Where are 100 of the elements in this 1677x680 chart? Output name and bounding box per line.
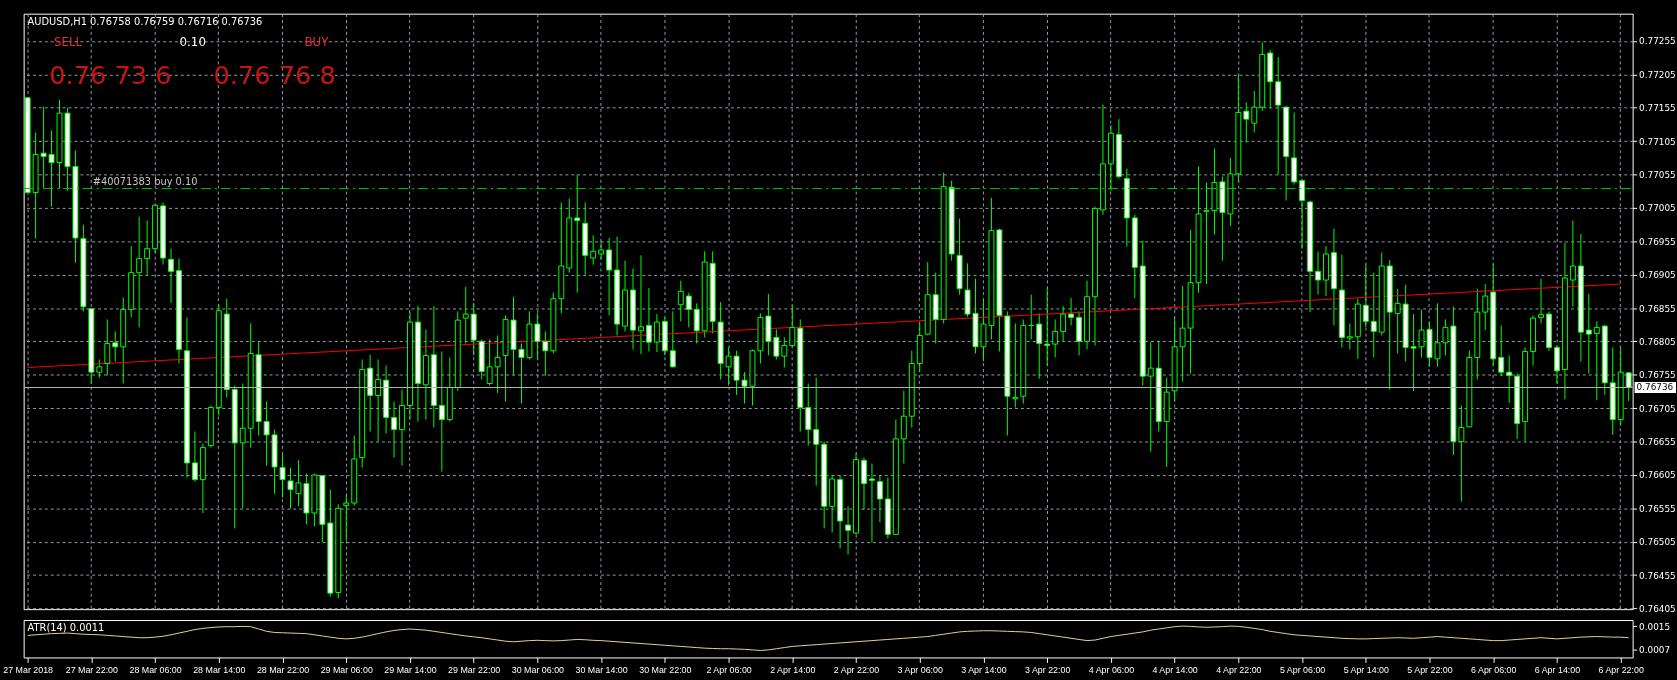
candlestick bbox=[813, 377, 820, 487]
candlestick bbox=[900, 390, 907, 465]
y-tick-label: 0.76705 bbox=[1639, 403, 1676, 414]
candlestick bbox=[653, 313, 660, 353]
x-tick-label: 30 Mar 22:00 bbox=[639, 664, 692, 675]
x-tick-label: 28 Mar 22:00 bbox=[256, 664, 310, 675]
x-tick-label: 29 Mar 22:00 bbox=[448, 664, 501, 675]
x-tick-label: 30 Mar 14:00 bbox=[575, 664, 628, 675]
y-tick-label: 0.77255 bbox=[1639, 36, 1676, 47]
y-tick-label: 0.76855 bbox=[1639, 303, 1676, 314]
x-tick-label: 2 Apr 14:00 bbox=[770, 664, 816, 675]
y-tick-label: 0.76455 bbox=[1639, 570, 1676, 581]
x-tick-label: 5 Apr 22:00 bbox=[1407, 664, 1453, 675]
y-tick-label: 0.0007 bbox=[1639, 644, 1671, 655]
y-tick-label: 0.77205 bbox=[1639, 69, 1676, 80]
candlestick bbox=[438, 350, 445, 473]
candlestick bbox=[693, 302, 700, 344]
candlestick bbox=[645, 287, 652, 352]
x-tick-label: 4 Apr 06:00 bbox=[1088, 664, 1135, 675]
y-tick-label: 0.76655 bbox=[1639, 437, 1676, 448]
candlestick bbox=[1554, 344, 1560, 385]
x-tick-label: 2 Apr 06:00 bbox=[706, 664, 752, 675]
annotation: 0.76 76 8 bbox=[213, 59, 336, 90]
candlestick bbox=[868, 463, 875, 543]
chart-title: ATR(14) 0.0011 bbox=[27, 621, 105, 633]
candlestick bbox=[1370, 272, 1377, 358]
candlestick bbox=[638, 254, 644, 355]
x-tick-label: 27 Mar 2018 bbox=[3, 664, 54, 675]
x-tick-label: 3 Apr 06:00 bbox=[897, 664, 943, 675]
y-tick-label: 0.76505 bbox=[1639, 537, 1676, 548]
annotation: 0.76 73 6 bbox=[49, 59, 172, 90]
y-tick-label: 0.77105 bbox=[1639, 136, 1676, 147]
x-tick-label: 6 Apr 14:00 bbox=[1534, 664, 1581, 675]
y-tick-label: 0.76605 bbox=[1639, 470, 1676, 481]
candlestick bbox=[391, 401, 398, 459]
candlestick bbox=[789, 305, 796, 348]
candlestick bbox=[1147, 341, 1154, 453]
y-tick-label: 0.76905 bbox=[1639, 270, 1676, 281]
candlestick bbox=[1346, 322, 1353, 350]
candlestick bbox=[1060, 305, 1067, 342]
x-tick-label: 2 Apr 22:00 bbox=[833, 664, 880, 675]
y-tick-label: 0.76805 bbox=[1639, 336, 1676, 347]
candlestick bbox=[781, 336, 788, 368]
y-tick-label: 0.76555 bbox=[1639, 503, 1676, 514]
candlestick bbox=[1482, 283, 1489, 331]
candlestick bbox=[104, 318, 111, 376]
candlestick bbox=[1044, 288, 1051, 366]
line-series bbox=[27, 625, 1630, 651]
x-tick-label: 29 Mar 14:00 bbox=[384, 664, 437, 675]
chart-title: AUDUSD,H1 0.76758 0.76759 0.76716 0.76736 bbox=[27, 15, 263, 27]
candlestick bbox=[1498, 324, 1505, 377]
ref-line-label: #40071383 buy 0.10 bbox=[92, 175, 198, 187]
candlestick bbox=[168, 248, 174, 304]
x-tick-label: 27 Mar 22:00 bbox=[65, 664, 119, 675]
candlestick bbox=[677, 280, 684, 322]
candlestick bbox=[1012, 322, 1019, 409]
candlestick bbox=[343, 494, 350, 541]
candlestick bbox=[1036, 312, 1043, 380]
candlestick bbox=[96, 358, 103, 378]
candlestick bbox=[1394, 288, 1401, 354]
annotation: 0.10 bbox=[179, 34, 206, 49]
candlestick bbox=[112, 330, 119, 362]
candlestick bbox=[845, 505, 852, 555]
candlestick bbox=[1593, 320, 1600, 401]
candlestick bbox=[598, 240, 605, 260]
candlestick bbox=[1068, 297, 1075, 326]
x-tick-label: 6 Apr 06:00 bbox=[1471, 664, 1517, 675]
x-tick-label: 28 Mar 14:00 bbox=[193, 664, 246, 675]
candlestick bbox=[574, 174, 581, 294]
candlestick bbox=[136, 216, 143, 328]
x-tick-label: 4 Apr 14:00 bbox=[1152, 664, 1198, 675]
x-tick-label: 3 Apr 14:00 bbox=[961, 664, 1007, 675]
candlestick bbox=[375, 358, 382, 443]
candlestick bbox=[144, 220, 151, 276]
candlestick bbox=[191, 431, 198, 483]
x-tick-label: 28 Mar 06:00 bbox=[129, 664, 182, 675]
candlestick bbox=[685, 292, 692, 328]
candlestick bbox=[1362, 264, 1369, 328]
candlestick bbox=[239, 383, 246, 509]
candlestick bbox=[1506, 354, 1513, 404]
candlestick bbox=[1052, 318, 1059, 358]
y-tick-label: 0.77055 bbox=[1639, 170, 1676, 181]
x-tick-label: 30 Mar 06:00 bbox=[511, 664, 565, 675]
y-tick-label: 0.76755 bbox=[1639, 370, 1676, 381]
x-tick-label: 29 Mar 06:00 bbox=[320, 664, 373, 675]
y-tick-label: 0.77155 bbox=[1639, 103, 1676, 114]
y-tick-label: 0.0015 bbox=[1639, 621, 1671, 632]
candlestick bbox=[1251, 90, 1258, 133]
candlestick bbox=[1299, 178, 1306, 250]
candlestick bbox=[669, 310, 676, 368]
y-tick-label: 0.76955 bbox=[1639, 236, 1676, 247]
x-tick-label: 5 Apr 06:00 bbox=[1279, 664, 1326, 675]
x-tick-label: 3 Apr 22:00 bbox=[1025, 664, 1071, 675]
ref-line-label: 0.76736 bbox=[1636, 382, 1674, 393]
x-tick-label: 5 Apr 14:00 bbox=[1343, 664, 1390, 675]
candlestick bbox=[805, 383, 812, 447]
y-tick-label: 0.76405 bbox=[1639, 603, 1676, 614]
candlestick bbox=[1538, 278, 1544, 324]
x-tick-label: 6 Apr 22:00 bbox=[1598, 664, 1644, 675]
annotation: BUY bbox=[304, 35, 330, 50]
